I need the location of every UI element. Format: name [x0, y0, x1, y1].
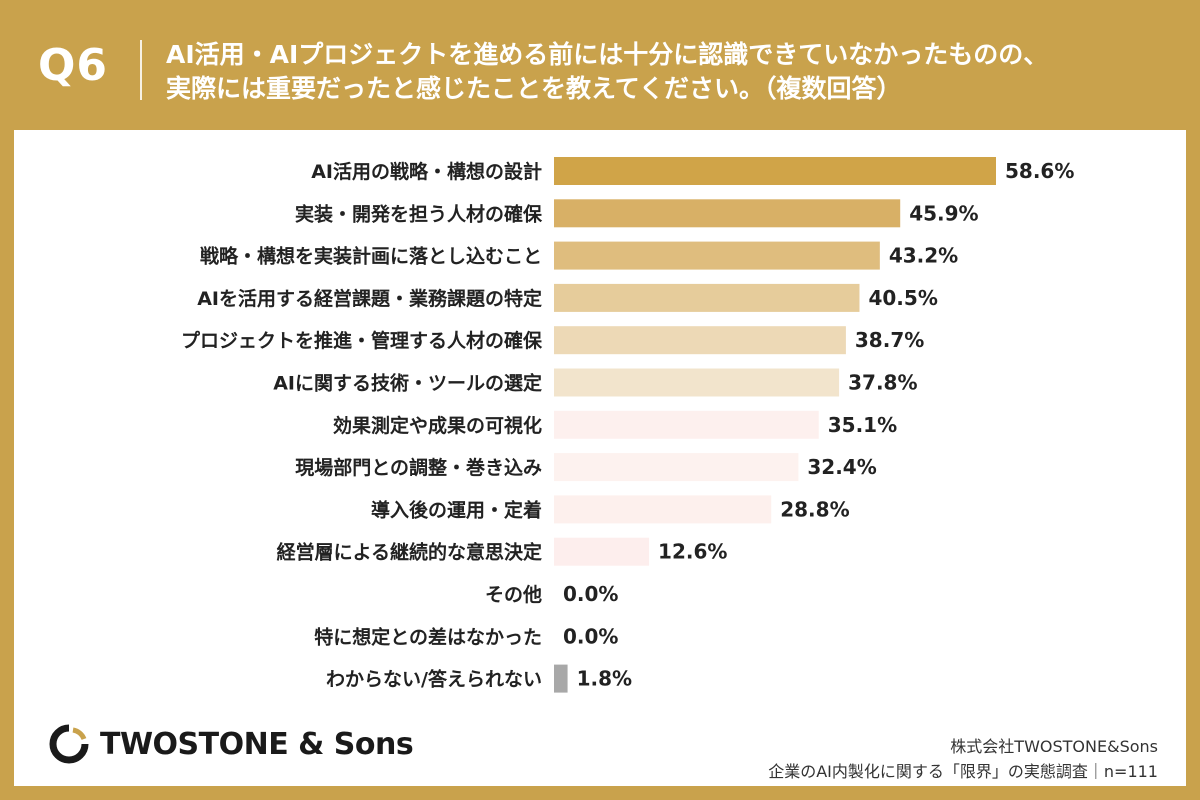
- bar: [554, 326, 846, 355]
- value-label: 0.0%: [563, 582, 618, 606]
- bar: [554, 199, 901, 228]
- company-name: 株式会社TWOSTONE&Sons: [950, 737, 1158, 756]
- bar: [554, 410, 819, 439]
- value-label: 35.1%: [828, 413, 897, 437]
- value-label: 0.0%: [563, 624, 618, 648]
- source-footer: 株式会社TWOSTONE&Sons 企業のAI内製化に関する「限界」の実態調査｜…: [768, 734, 1158, 784]
- value-label: 40.5%: [868, 286, 937, 310]
- question-line-2: 実際には重要だったと感じたことを教えてください。（複数回答）: [166, 74, 902, 103]
- category-label: 特に想定との差はなかった: [314, 625, 542, 648]
- value-label: 45.9%: [909, 201, 978, 225]
- category-label: 経営層による継続的な意思決定: [277, 541, 542, 564]
- category-label: AI活用の戦略・構想の設計: [311, 160, 542, 183]
- value-label: 43.2%: [889, 244, 958, 268]
- category-label: 戦略・構想を実装計画に落とし込むこと: [200, 245, 542, 268]
- bar: [554, 664, 568, 693]
- category-label: 効果測定や成果の可視化: [333, 414, 542, 437]
- header-divider: [140, 40, 142, 100]
- chart-card: AI活用の戦略・構想の設計 58.6% 実装・開発を担う人材の確保 45.9% 戦略・構…: [14, 130, 1186, 786]
- question-header: Q6 AI活用・AIプロジェクトを進める前には十分に認識できていなかったものの、…: [0, 0, 1200, 130]
- survey-title: 企業のAI内製化に関する「限界」の実態調査｜n=111: [768, 762, 1158, 781]
- value-label: 32.4%: [807, 455, 876, 479]
- bar: [554, 241, 880, 270]
- category-label: わからない/答えられない: [326, 668, 542, 691]
- value-label: 38.7%: [855, 328, 924, 352]
- category-label: 導入後の運用・定着: [371, 498, 542, 521]
- bar-chart: AI活用の戦略・構想の設計 58.6% 実装・開発を担う人材の確保 45.9% 戦略・構…: [181, 157, 1074, 693]
- value-label: 28.8%: [780, 497, 849, 521]
- bar: [554, 537, 650, 566]
- value-label: 1.8%: [577, 667, 632, 691]
- question-line-1: AI活用・AIプロジェクトを進める前には十分に認識できていなかったものの、: [166, 40, 1049, 69]
- category-label: プロジェクトを推進・管理する人材の確保: [181, 329, 543, 352]
- bar: [554, 157, 996, 185]
- bar: [554, 368, 840, 397]
- question-id: Q6: [38, 40, 109, 91]
- category-label: 実装・開発を担う人材の確保: [295, 202, 543, 225]
- value-label: 58.6%: [1005, 159, 1074, 183]
- category-label: 現場部門との調整・巻き込み: [295, 456, 542, 479]
- twostone-logo-icon: [49, 724, 89, 764]
- bar: [554, 283, 860, 312]
- category-label: その他: [485, 583, 542, 606]
- brand-name: TWOSTONE & Sons: [100, 726, 414, 762]
- value-label: 12.6%: [658, 540, 727, 564]
- brand-logo: TWOSTONE & Sons: [48, 724, 414, 764]
- category-label: AIに関する技術・ツールの選定: [273, 372, 542, 395]
- bar: [554, 495, 772, 524]
- bar: [554, 453, 799, 482]
- category-label: AIを活用する経営課題・業務課題の特定: [197, 287, 542, 310]
- value-label: 37.8%: [848, 371, 917, 395]
- question-text: AI活用・AIプロジェクトを進める前には十分に認識できていなかったものの、 実際…: [166, 38, 1166, 106]
